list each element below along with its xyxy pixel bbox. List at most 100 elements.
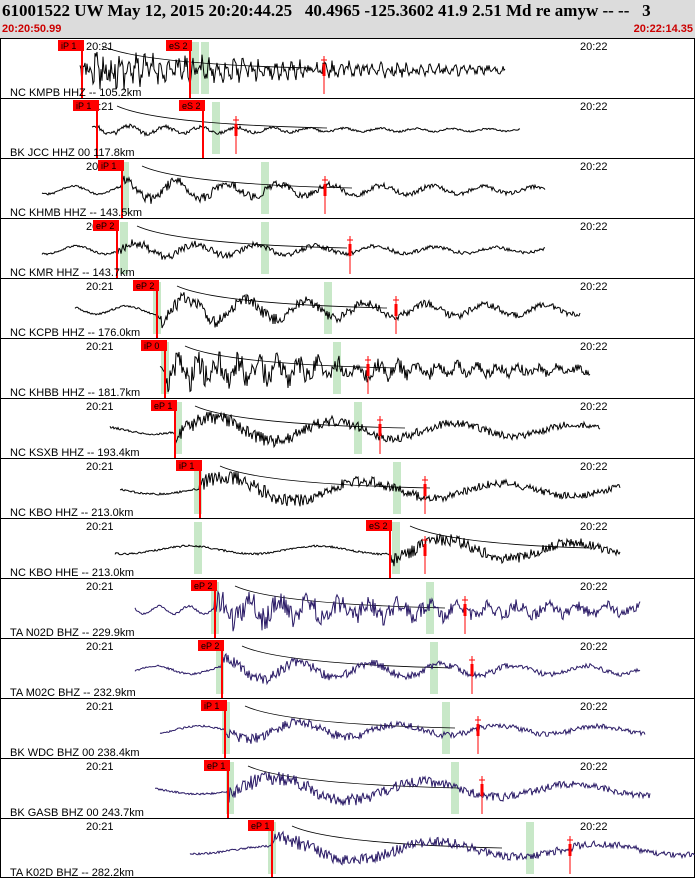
window-start-time: 20:20:50.99 xyxy=(2,23,62,35)
amplitude-marker xyxy=(323,184,327,196)
phase-pick-label-box[interactable] xyxy=(248,820,274,831)
waveform-trace xyxy=(155,771,651,806)
window-end-time: 20:22:14.35 xyxy=(633,23,693,35)
station-label: NC KMR HHZ -- 143.7km xyxy=(10,267,135,279)
waveform-trace xyxy=(119,471,621,507)
travel-time-curve xyxy=(101,45,313,69)
phase-pick-label: eP 2 xyxy=(136,281,154,291)
phase-pick-label-box[interactable] xyxy=(191,580,217,591)
event-title: 61001522 UW May 12, 2015 20:20:44.25 40.… xyxy=(2,1,651,20)
time-tick-label: 20:22 xyxy=(580,41,608,53)
station-label: NC KHBB HHZ -- 181.7km xyxy=(10,387,140,399)
amplitude-marker xyxy=(366,364,370,376)
station-panel: 20:21 20:22 eS 2 NC KBO HHE -- 213.0km xyxy=(0,518,695,579)
waveform-trace xyxy=(91,123,521,137)
phase-pick-label: iP 1 xyxy=(179,461,194,471)
time-tick-label: 20:21 xyxy=(86,641,114,653)
phase-pick-label: iP 1 xyxy=(204,701,219,711)
phase-pick-label: eP 1 xyxy=(154,401,172,411)
time-tick-label: 20:22 xyxy=(580,701,608,713)
phase-pick-label: eS 2 xyxy=(182,101,201,111)
station-label: NC KMPB HHZ -- 105.2km xyxy=(10,87,141,99)
amplitude-marker xyxy=(480,784,484,796)
phase-pick-label-box[interactable] xyxy=(73,100,99,111)
waveform-trace xyxy=(159,717,646,744)
phase-pick-label-box[interactable] xyxy=(204,760,230,771)
amplitude-marker xyxy=(470,664,474,676)
waveform-trace xyxy=(79,51,506,91)
travel-time-curve xyxy=(141,165,353,189)
phase-pick-label: eS 2 xyxy=(369,521,388,531)
station-panel: 20:21 20:22 eP 2 TA N02D BHZ -- 229.9km xyxy=(0,578,695,639)
travel-time-curve xyxy=(184,345,396,369)
time-tick-label: 20:22 xyxy=(580,101,608,113)
time-tick-label: 20:22 xyxy=(580,461,608,473)
travel-time-curve xyxy=(219,465,431,489)
phase-pick-label-box[interactable] xyxy=(58,40,84,51)
station-panel: 20:21 20:22 iP 1 eS 2 NC KMPB HHZ -- 105.2km xyxy=(0,38,695,99)
phase-pick-label-box[interactable] xyxy=(166,40,192,51)
phase-pick-label-box[interactable] xyxy=(141,340,167,351)
phase-pick-label: eP 1 xyxy=(207,761,225,771)
travel-time-curve xyxy=(176,285,388,309)
amplitude-marker xyxy=(322,64,326,76)
pick-window xyxy=(201,42,209,94)
time-tick-label: 20:21 xyxy=(86,581,114,593)
station-panel: 20:21 20:22 eP 1 NC KSXB HHZ -- 193.4km xyxy=(0,398,695,459)
station-label: BK JCC HHZ 00 117.8km xyxy=(10,147,135,159)
time-tick-label: 20:22 xyxy=(580,821,608,833)
travel-time-curve xyxy=(291,825,503,849)
pick-window xyxy=(324,282,332,334)
phase-pick-label-box[interactable] xyxy=(176,460,202,471)
travel-time-curve xyxy=(241,645,453,669)
travel-time-curve xyxy=(244,705,456,729)
amplitude-marker xyxy=(348,244,352,256)
phase-pick-label-box[interactable] xyxy=(98,160,124,171)
phase-pick-label-box[interactable] xyxy=(93,220,119,231)
travel-time-curve xyxy=(136,225,348,249)
phase-pick-label-box[interactable] xyxy=(133,280,159,291)
time-tick-label: 20:21 xyxy=(86,821,114,833)
time-tick-label: 20:21 xyxy=(86,281,114,293)
time-tick-label: 20:22 xyxy=(580,521,608,533)
time-tick-label: 20:21 xyxy=(86,461,114,473)
station-label: NC KHMB HHZ -- 143.5km xyxy=(10,207,142,219)
pick-window xyxy=(430,642,438,694)
time-tick-label: 20:21 xyxy=(86,761,114,773)
time-tick-label: 20:22 xyxy=(580,581,608,593)
amplitude-marker xyxy=(394,304,398,316)
phase-pick-label: iP 1 xyxy=(61,41,76,51)
pick-window xyxy=(174,402,182,454)
pick-window xyxy=(121,162,129,214)
time-tick-label: 20:22 xyxy=(580,641,608,653)
station-panel: 20:21 20:22 eP 1 TA K02D BHZ -- 282.2km xyxy=(0,818,695,878)
phase-pick-label-box[interactable] xyxy=(201,700,227,711)
phase-pick-label-box[interactable] xyxy=(366,520,392,531)
pick-window xyxy=(526,822,534,874)
time-tick-label: 20:21 xyxy=(86,701,114,713)
phase-pick-label-box[interactable] xyxy=(198,640,224,651)
station-panel: 20:21 20:22 iP 0 NC KHBB HHZ -- 181.7km xyxy=(0,338,695,399)
pick-window xyxy=(194,462,202,514)
travel-time-curve xyxy=(409,525,591,549)
waveform-trace xyxy=(134,590,641,632)
phase-pick-label: eP 2 xyxy=(194,581,212,591)
phase-pick-label: eS 2 xyxy=(169,41,188,51)
phase-pick-label: iP 1 xyxy=(101,161,116,171)
phase-pick-label-box[interactable] xyxy=(151,400,177,411)
time-tick-label: 20:21 xyxy=(86,41,114,53)
time-tick-label: 20:22 xyxy=(580,281,608,293)
waveform-trace xyxy=(159,351,591,393)
phase-pick-label-box[interactable] xyxy=(179,100,205,111)
phase-pick-label: eP 2 xyxy=(201,641,219,651)
time-tick-label: 20:22 xyxy=(580,401,608,413)
time-tick-label: 20:21 xyxy=(86,401,114,413)
amplitude-marker xyxy=(568,844,572,856)
station-panel: 20:21 20:22 eP 1 BK GASB BHZ 00 243.7km xyxy=(0,758,695,819)
amplitude-marker xyxy=(423,544,427,556)
station-label: TA N02D BHZ -- 229.9km xyxy=(10,627,135,639)
station-label: TA M02C BHZ -- 232.9km xyxy=(10,687,136,699)
